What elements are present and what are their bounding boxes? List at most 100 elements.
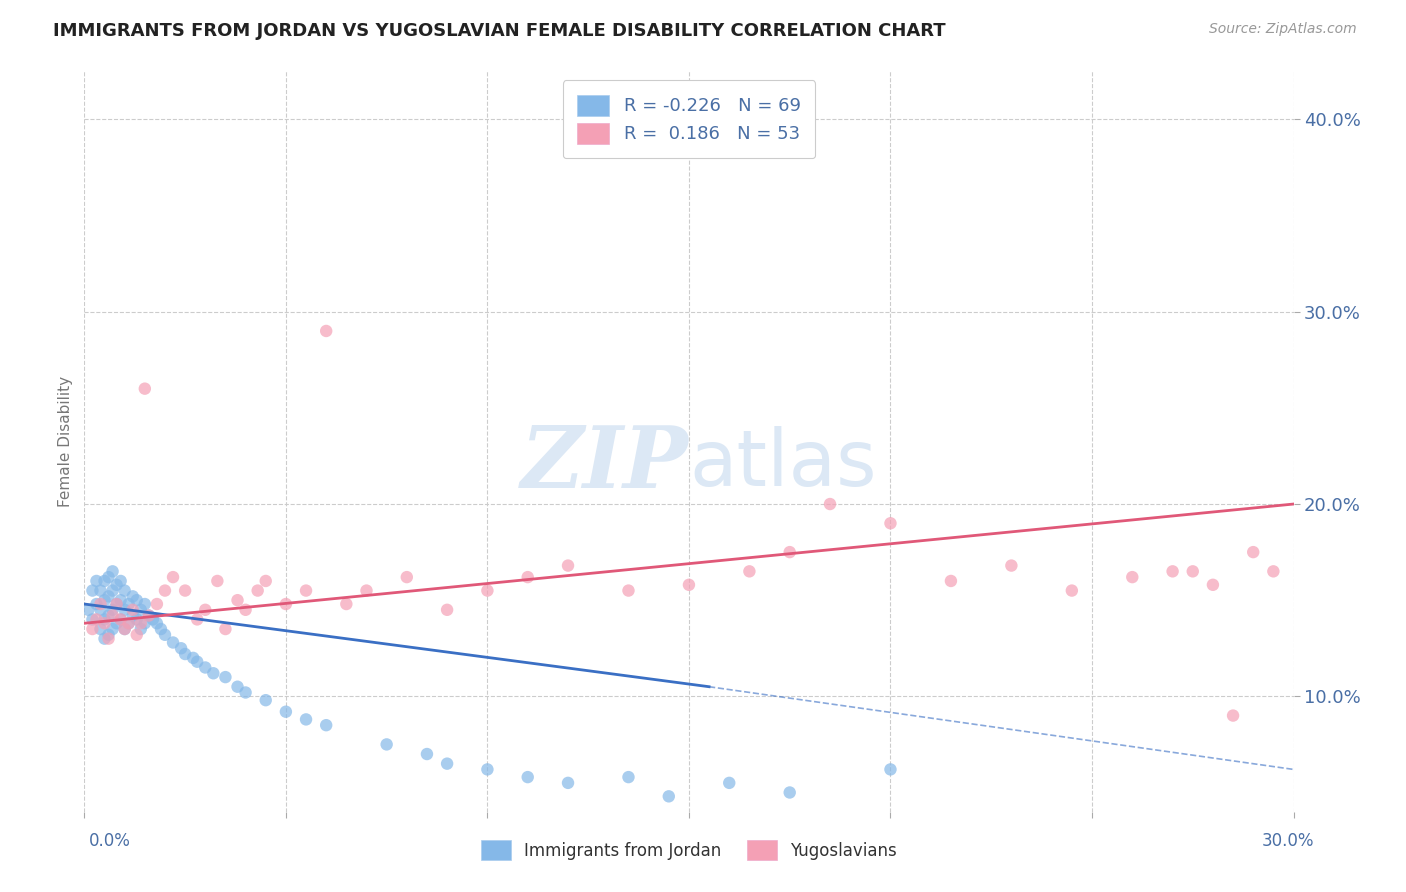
Point: [254, 693, 277, 707]
Point: [110, 593, 132, 607]
Text: 30.0%: 30.0%: [1263, 831, 1315, 849]
Point: [93, 612, 115, 626]
Point: [295, 713, 318, 727]
Point: [121, 590, 143, 604]
Point: [114, 583, 136, 598]
Point: [226, 680, 249, 694]
Point: [101, 622, 124, 636]
Point: [214, 670, 236, 684]
Point: [274, 705, 297, 719]
Point: [879, 516, 901, 531]
Point: [516, 770, 538, 784]
Point: [97, 628, 120, 642]
Point: [129, 622, 152, 636]
Point: [246, 583, 269, 598]
Point: [678, 578, 700, 592]
Point: [202, 666, 225, 681]
Point: [1181, 565, 1204, 579]
Point: [110, 574, 132, 588]
Point: [129, 616, 152, 631]
Point: [114, 622, 136, 636]
Point: [477, 763, 499, 777]
Point: [779, 785, 801, 799]
Point: [295, 583, 318, 598]
Point: [97, 570, 120, 584]
Point: [89, 603, 111, 617]
Point: [86, 597, 108, 611]
Point: [186, 612, 208, 626]
Point: [395, 570, 418, 584]
Point: [335, 597, 357, 611]
Point: [118, 616, 141, 631]
Point: [356, 583, 378, 598]
Point: [82, 583, 104, 598]
Point: [162, 635, 184, 649]
Point: [1121, 570, 1143, 584]
Point: [82, 612, 104, 626]
Point: [153, 628, 176, 642]
Point: [105, 597, 128, 611]
Point: [138, 608, 160, 623]
Point: [194, 660, 217, 674]
Point: [97, 590, 120, 604]
Point: [477, 583, 499, 598]
Point: [101, 565, 124, 579]
Point: [101, 608, 124, 623]
Point: [153, 583, 176, 598]
Point: [121, 603, 143, 617]
Point: [110, 612, 132, 626]
Point: [254, 574, 277, 588]
Point: [879, 763, 901, 777]
Point: [818, 497, 841, 511]
Point: [97, 632, 120, 646]
Point: [110, 612, 132, 626]
Point: [214, 622, 236, 636]
Point: [118, 616, 141, 631]
Point: [194, 603, 217, 617]
Point: [86, 574, 108, 588]
Point: [170, 641, 193, 656]
Point: [125, 612, 148, 626]
Point: [89, 622, 111, 636]
Point: [114, 622, 136, 636]
Point: [1241, 545, 1264, 559]
Point: [1161, 565, 1184, 579]
Point: [77, 603, 100, 617]
Point: [146, 597, 169, 611]
Point: [149, 622, 172, 636]
Point: [557, 558, 579, 573]
Text: 0.0%: 0.0%: [89, 831, 131, 849]
Point: [125, 628, 148, 642]
Point: [658, 789, 681, 804]
Point: [738, 565, 761, 579]
Point: [235, 603, 257, 617]
Point: [436, 756, 458, 771]
Text: Source: ZipAtlas.com: Source: ZipAtlas.com: [1209, 22, 1357, 37]
Text: IMMIGRANTS FROM JORDAN VS YUGOSLAVIAN FEMALE DISABILITY CORRELATION CHART: IMMIGRANTS FROM JORDAN VS YUGOSLAVIAN FE…: [53, 22, 946, 40]
Point: [134, 382, 156, 396]
Point: [375, 738, 398, 752]
Point: [93, 574, 115, 588]
Point: [1000, 558, 1022, 573]
Point: [162, 570, 184, 584]
Point: [121, 608, 143, 623]
Point: [138, 608, 160, 623]
Point: [129, 603, 152, 617]
Point: [97, 608, 120, 623]
Point: [146, 616, 169, 631]
Point: [142, 612, 165, 626]
Point: [105, 597, 128, 611]
Point: [101, 583, 124, 598]
Point: [274, 597, 297, 611]
Point: [779, 545, 801, 559]
Point: [125, 593, 148, 607]
Point: [134, 616, 156, 631]
Point: [315, 324, 337, 338]
Point: [235, 685, 257, 699]
Point: [186, 655, 208, 669]
Point: [174, 647, 197, 661]
Point: [617, 583, 640, 598]
Point: [1263, 565, 1285, 579]
Point: [86, 612, 108, 626]
Legend: Immigrants from Jordan, Yugoslavians: Immigrants from Jordan, Yugoslavians: [474, 834, 904, 866]
